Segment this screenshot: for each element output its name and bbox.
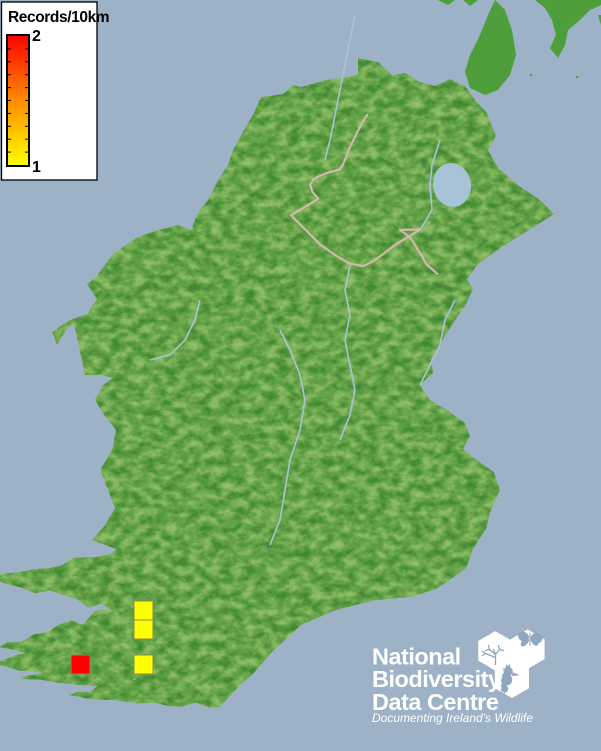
svg-text:2: 2 xyxy=(32,28,41,45)
svg-text:1: 1 xyxy=(32,159,41,176)
svg-text:Records/10km: Records/10km xyxy=(8,9,109,26)
svg-text:Documenting Ireland's Wildlife: Documenting Ireland's Wildlife xyxy=(372,711,533,725)
